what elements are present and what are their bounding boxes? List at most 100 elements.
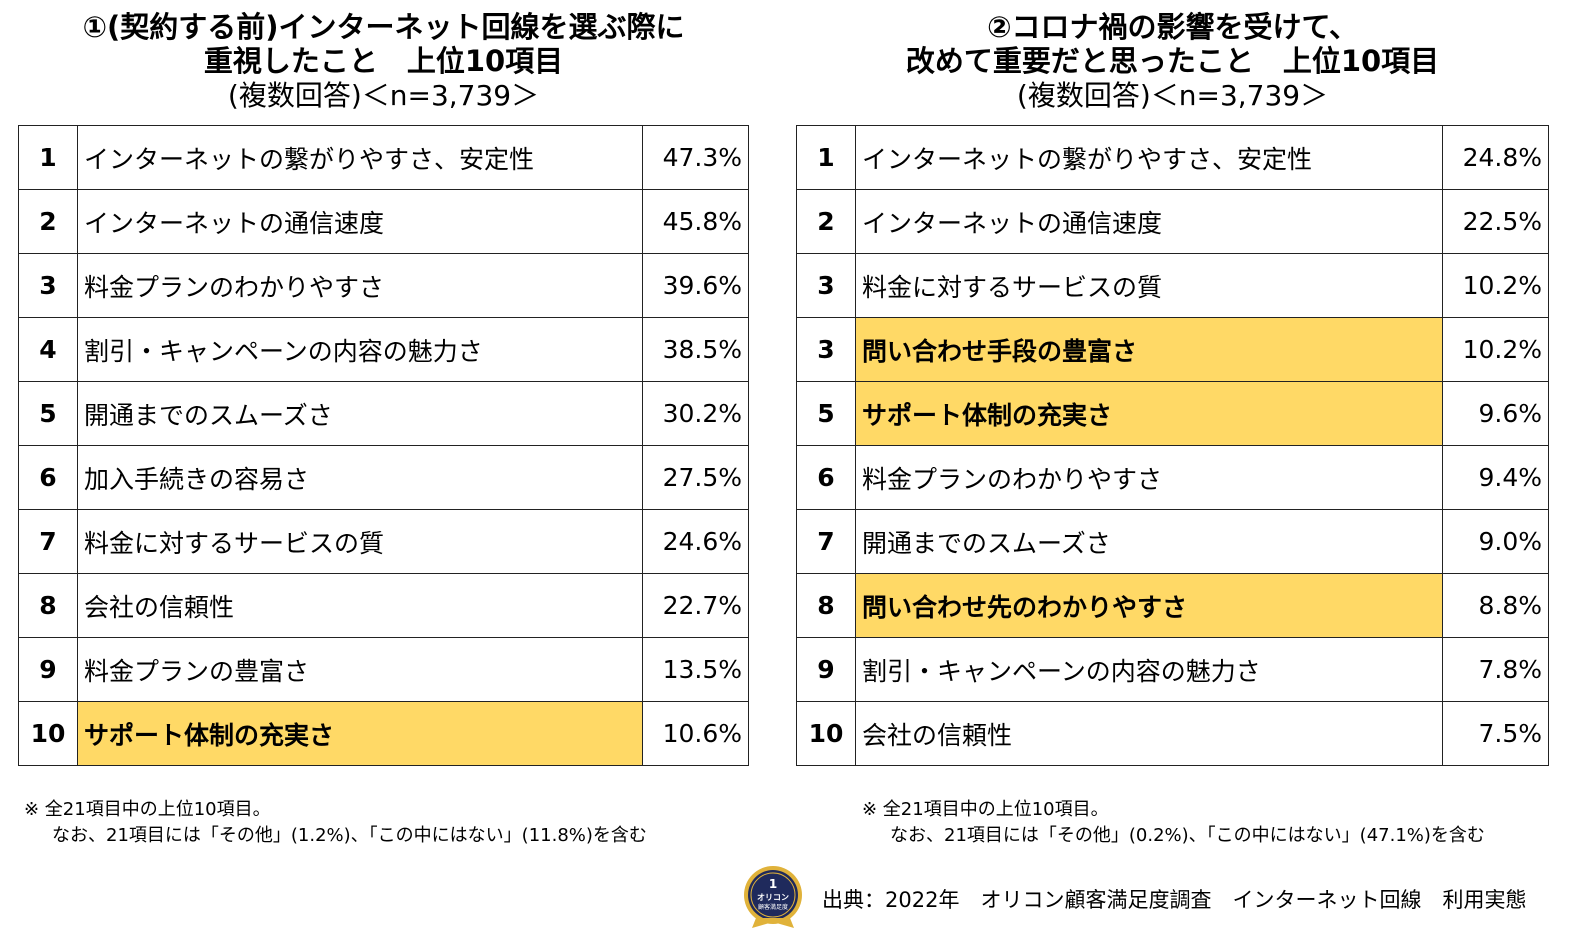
- table-row: 8 会社の信頼性 22.7%: [18, 573, 749, 638]
- rank-cell: 3: [796, 317, 856, 382]
- right-panel: ②コロナ禍の影響を受けて、 改めて重要だと思ったこと 上位10項目 (複数回答)…: [796, 0, 1549, 846]
- percent-cell: 45.8%: [642, 189, 749, 254]
- table-row: 6 料金プランのわかりやすさ 9.4%: [796, 445, 1549, 510]
- item-cell: 料金に対するサービスの質: [855, 253, 1443, 318]
- rank-cell: 1: [796, 125, 856, 190]
- percent-cell: 27.5%: [642, 445, 749, 510]
- right-footnote: ※ 全21項目中の上位10項目。 なお、21項目には「その他」(0.2%)、「こ…: [862, 797, 1485, 849]
- percent-cell: 8.8%: [1442, 573, 1549, 638]
- table-row: 10 サポート体制の充実さ 10.6%: [18, 701, 749, 766]
- item-cell: サポート体制の充実さ: [855, 381, 1443, 446]
- rank-cell: 8: [18, 573, 78, 638]
- item-cell: インターネットの繋がりやすさ、安定性: [77, 125, 643, 190]
- oricon-award-badge-icon: 1 オリコン 顧客満足度: [744, 866, 802, 928]
- rank-cell: 6: [796, 445, 856, 510]
- item-cell: 開通までのスムーズさ: [855, 509, 1443, 574]
- rank-cell: 10: [18, 701, 78, 766]
- item-cell: インターネットの通信速度: [855, 189, 1443, 254]
- item-cell: 割引・キャンペーンの内容の魅力さ: [855, 637, 1443, 702]
- table-row: 1 インターネットの繋がりやすさ、安定性 24.8%: [796, 125, 1549, 190]
- item-cell: 料金プランのわかりやすさ: [855, 445, 1443, 510]
- percent-cell: 47.3%: [642, 125, 749, 190]
- item-cell: 会社の信頼性: [855, 701, 1443, 766]
- rank-cell: 9: [796, 637, 856, 702]
- rank-cell: 4: [18, 317, 78, 382]
- badge-sub-text: 顧客満足度: [758, 903, 788, 911]
- percent-cell: 9.4%: [1442, 445, 1549, 510]
- rank-cell: 8: [796, 573, 856, 638]
- item-cell: 料金プランの豊富さ: [77, 637, 643, 702]
- percent-cell: 10.2%: [1442, 253, 1549, 318]
- rank-cell: 7: [18, 509, 78, 574]
- item-cell: 問い合わせ手段の豊富さ: [855, 317, 1443, 382]
- percent-cell: 7.5%: [1442, 701, 1549, 766]
- item-cell: 割引・キャンペーンの内容の魅力さ: [77, 317, 643, 382]
- table-row: 5 開通までのスムーズさ 30.2%: [18, 381, 749, 446]
- percent-cell: 9.6%: [1442, 381, 1549, 446]
- badge-rank-text: 1: [769, 877, 777, 891]
- item-cell: インターネットの繋がりやすさ、安定性: [855, 125, 1443, 190]
- left-title-line3: (複数回答)＜n=3,739＞: [227, 79, 540, 112]
- item-cell: サポート体制の充実さ: [77, 701, 643, 766]
- item-cell: 会社の信頼性: [77, 573, 643, 638]
- table-row: 1 インターネットの繋がりやすさ、安定性 47.3%: [18, 125, 749, 190]
- left-panel: ①(契約する前)インターネット回線を選ぶ際に 重視したこと 上位10項目 (複数…: [18, 0, 749, 846]
- table-row: 5 サポート体制の充実さ 9.6%: [796, 381, 1549, 446]
- percent-cell: 10.6%: [642, 701, 749, 766]
- percent-cell: 39.6%: [642, 253, 749, 318]
- table-row: 9 料金プランの豊富さ 13.5%: [18, 637, 749, 702]
- table-row: 9 割引・キャンペーンの内容の魅力さ 7.8%: [796, 637, 1549, 702]
- left-title-line2: 重視したこと 上位10項目: [203, 44, 564, 78]
- right-ranking-table: 1 インターネットの繋がりやすさ、安定性 24.8% 2 インターネットの通信速度 22.…: [796, 125, 1549, 766]
- right-title-line3: (複数回答)＜n=3,739＞: [1016, 79, 1329, 112]
- rank-cell: 10: [796, 701, 856, 766]
- left-ranking-table: 1 インターネットの繋がりやすさ、安定性 47.3% 2 インターネットの通信速度 45.…: [18, 125, 749, 766]
- rank-cell: 1: [18, 125, 78, 190]
- item-cell: 料金プランのわかりやすさ: [77, 253, 643, 318]
- right-title-line2: 改めて重要だと思ったこと 上位10項目: [905, 44, 1440, 78]
- table-row: 3 問い合わせ手段の豊富さ 10.2%: [796, 317, 1549, 382]
- rank-cell: 3: [18, 253, 78, 318]
- percent-cell: 24.6%: [642, 509, 749, 574]
- table-row: 10 会社の信頼性 7.5%: [796, 701, 1549, 766]
- rank-cell: 3: [796, 253, 856, 318]
- rank-cell: 6: [18, 445, 78, 510]
- rank-cell: 9: [18, 637, 78, 702]
- table-row: 3 料金に対するサービスの質 10.2%: [796, 253, 1549, 318]
- percent-cell: 7.8%: [1442, 637, 1549, 702]
- left-title: ①(契約する前)インターネット回線を選ぶ際に 重視したこと 上位10項目 (複数…: [18, 0, 749, 122]
- percent-cell: 9.0%: [1442, 509, 1549, 574]
- rank-cell: 2: [18, 189, 78, 254]
- table-row: 8 問い合わせ先のわかりやすさ 8.8%: [796, 573, 1549, 638]
- table-row: 4 割引・キャンペーンの内容の魅力さ 38.5%: [18, 317, 749, 382]
- percent-cell: 22.7%: [642, 573, 749, 638]
- percent-cell: 38.5%: [642, 317, 749, 382]
- table-row: 7 開通までのスムーズさ 9.0%: [796, 509, 1549, 574]
- item-cell: 料金に対するサービスの質: [77, 509, 643, 574]
- right-title: ②コロナ禍の影響を受けて、 改めて重要だと思ったこと 上位10項目 (複数回答)…: [796, 0, 1549, 122]
- table-row: 2 インターネットの通信速度 22.5%: [796, 189, 1549, 254]
- left-footnote-line2: なお、21項目には「その他」(1.2%)、「この中にはない」(11.8%)を含む: [52, 825, 647, 846]
- left-footnote: ※ 全21項目中の上位10項目。 なお、21項目には「その他」(1.2%)、「こ…: [24, 797, 647, 849]
- left-footnote-line1: ※ 全21項目中の上位10項目。: [24, 799, 271, 820]
- left-title-line1: ①(契約する前)インターネット回線を選ぶ際に: [82, 10, 685, 44]
- right-title-line1: ②コロナ禍の影響を受けて、: [986, 10, 1359, 44]
- rank-cell: 5: [796, 381, 856, 446]
- rank-cell: 2: [796, 189, 856, 254]
- table-row: 2 インターネットの通信速度 45.8%: [18, 189, 749, 254]
- rank-cell: 7: [796, 509, 856, 574]
- percent-cell: 24.8%: [1442, 125, 1549, 190]
- item-cell: 問い合わせ先のわかりやすさ: [855, 573, 1443, 638]
- item-cell: 加入手続きの容易さ: [77, 445, 643, 510]
- item-cell: 開通までのスムーズさ: [77, 381, 643, 446]
- percent-cell: 30.2%: [642, 381, 749, 446]
- table-row: 6 加入手続きの容易さ 27.5%: [18, 445, 749, 510]
- source-text: 出典：2022年 オリコン顧客満足度調査 インターネット回線 利用実態: [822, 888, 1527, 912]
- right-footnote-line1: ※ 全21項目中の上位10項目。: [862, 799, 1109, 820]
- table-row: 7 料金に対するサービスの質 24.6%: [18, 509, 749, 574]
- percent-cell: 13.5%: [642, 637, 749, 702]
- source-section: 1 オリコン 顧客満足度 出典：2022年 オリコン顧客満足度調査 インターネッ…: [742, 862, 1542, 932]
- rank-cell: 5: [18, 381, 78, 446]
- table-row: 3 料金プランのわかりやすさ 39.6%: [18, 253, 749, 318]
- percent-cell: 22.5%: [1442, 189, 1549, 254]
